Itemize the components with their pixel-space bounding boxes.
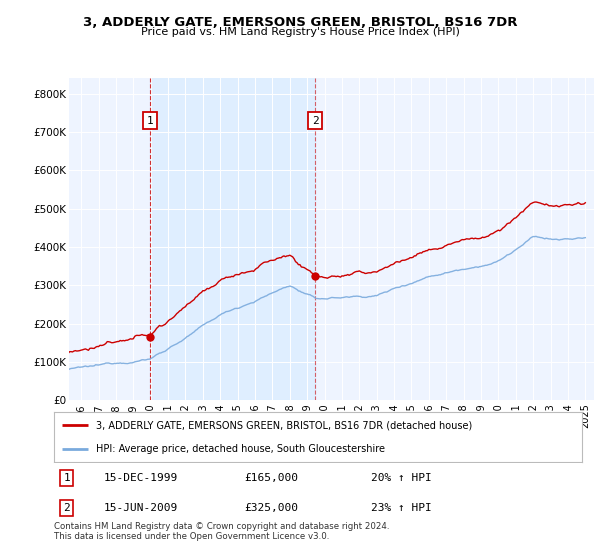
- Text: 15-JUN-2009: 15-JUN-2009: [104, 503, 178, 513]
- Text: £325,000: £325,000: [244, 503, 298, 513]
- Text: £165,000: £165,000: [244, 473, 298, 483]
- Text: HPI: Average price, detached house, South Gloucestershire: HPI: Average price, detached house, Sout…: [96, 445, 385, 454]
- Bar: [150, 78, 315, 400]
- Text: 1: 1: [146, 115, 154, 125]
- Text: 2: 2: [312, 115, 319, 125]
- Text: 23% ↑ HPI: 23% ↑ HPI: [371, 503, 431, 513]
- Text: Contains HM Land Registry data © Crown copyright and database right 2024.
This d: Contains HM Land Registry data © Crown c…: [54, 522, 389, 542]
- Text: 3, ADDERLY GATE, EMERSONS GREEN, BRISTOL, BS16 7DR: 3, ADDERLY GATE, EMERSONS GREEN, BRISTOL…: [83, 16, 517, 29]
- Text: 1: 1: [64, 473, 70, 483]
- Text: Price paid vs. HM Land Registry's House Price Index (HPI): Price paid vs. HM Land Registry's House …: [140, 27, 460, 37]
- Text: 15-DEC-1999: 15-DEC-1999: [104, 473, 178, 483]
- Text: 20% ↑ HPI: 20% ↑ HPI: [371, 473, 431, 483]
- Text: 3, ADDERLY GATE, EMERSONS GREEN, BRISTOL, BS16 7DR (detached house): 3, ADDERLY GATE, EMERSONS GREEN, BRISTOL…: [96, 420, 472, 430]
- Text: 2: 2: [64, 503, 70, 513]
